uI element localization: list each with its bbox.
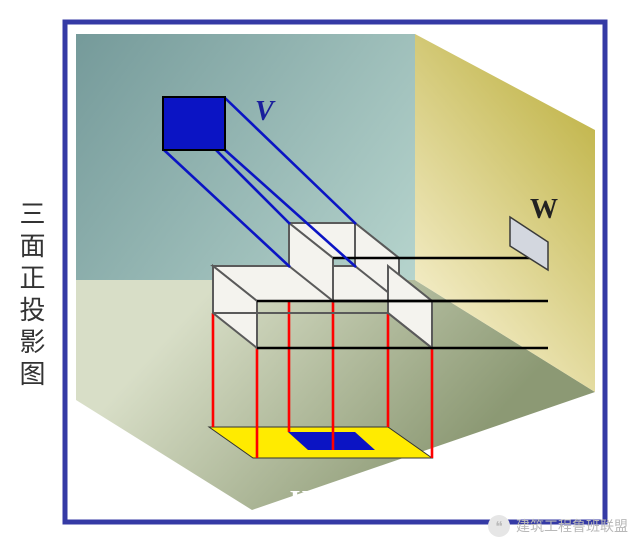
- wechat-icon: ❝: [488, 515, 510, 537]
- diagram-canvas: 三面正投影图 V W H ❝ 建筑工程鲁班联盟: [0, 0, 640, 547]
- V-label: V: [255, 96, 276, 127]
- W-label: W: [530, 194, 558, 225]
- H-label: H: [290, 486, 312, 517]
- watermark-text: 建筑工程鲁班联盟: [516, 516, 628, 536]
- V-projection: [163, 97, 225, 150]
- diagram-title: 三面正投影图: [12, 200, 49, 392]
- watermark: ❝ 建筑工程鲁班联盟: [488, 515, 628, 537]
- projection-svg: V W H: [0, 0, 640, 547]
